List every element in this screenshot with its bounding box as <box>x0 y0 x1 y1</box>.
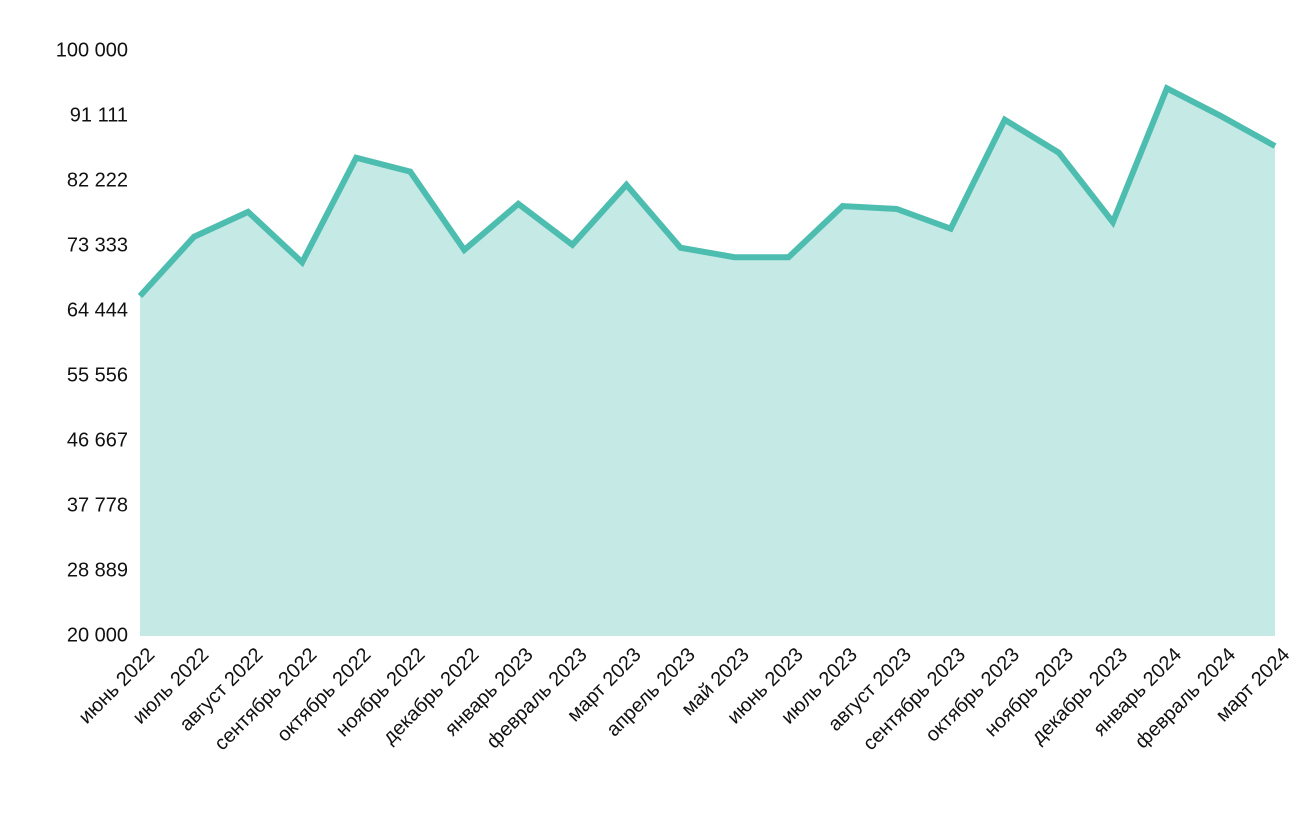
x-tick-label: декабрь 2023 <box>1027 644 1132 749</box>
y-tick-label: 28 889 <box>67 559 128 581</box>
line <box>137 84 1277 298</box>
x-tick-label: декабрь 2022 <box>379 644 484 749</box>
area-fill <box>140 88 1275 636</box>
y-tick-label: 46 667 <box>67 429 128 451</box>
y-tick-label: 37 778 <box>67 494 128 516</box>
y-tick-label: 100 000 <box>56 39 128 61</box>
y-tick-label: 82 222 <box>67 169 128 191</box>
y-tick-label: 64 444 <box>67 299 128 321</box>
x-tick-label: октябрь 2023 <box>921 644 1024 747</box>
x-tick-label: октябрь 2022 <box>273 644 376 747</box>
y-tick-label: 73 333 <box>67 234 128 256</box>
y-tick-label: 55 556 <box>67 364 128 386</box>
y-tick-label: 20 000 <box>67 624 128 646</box>
y-tick-label: 91 111 <box>70 104 128 126</box>
